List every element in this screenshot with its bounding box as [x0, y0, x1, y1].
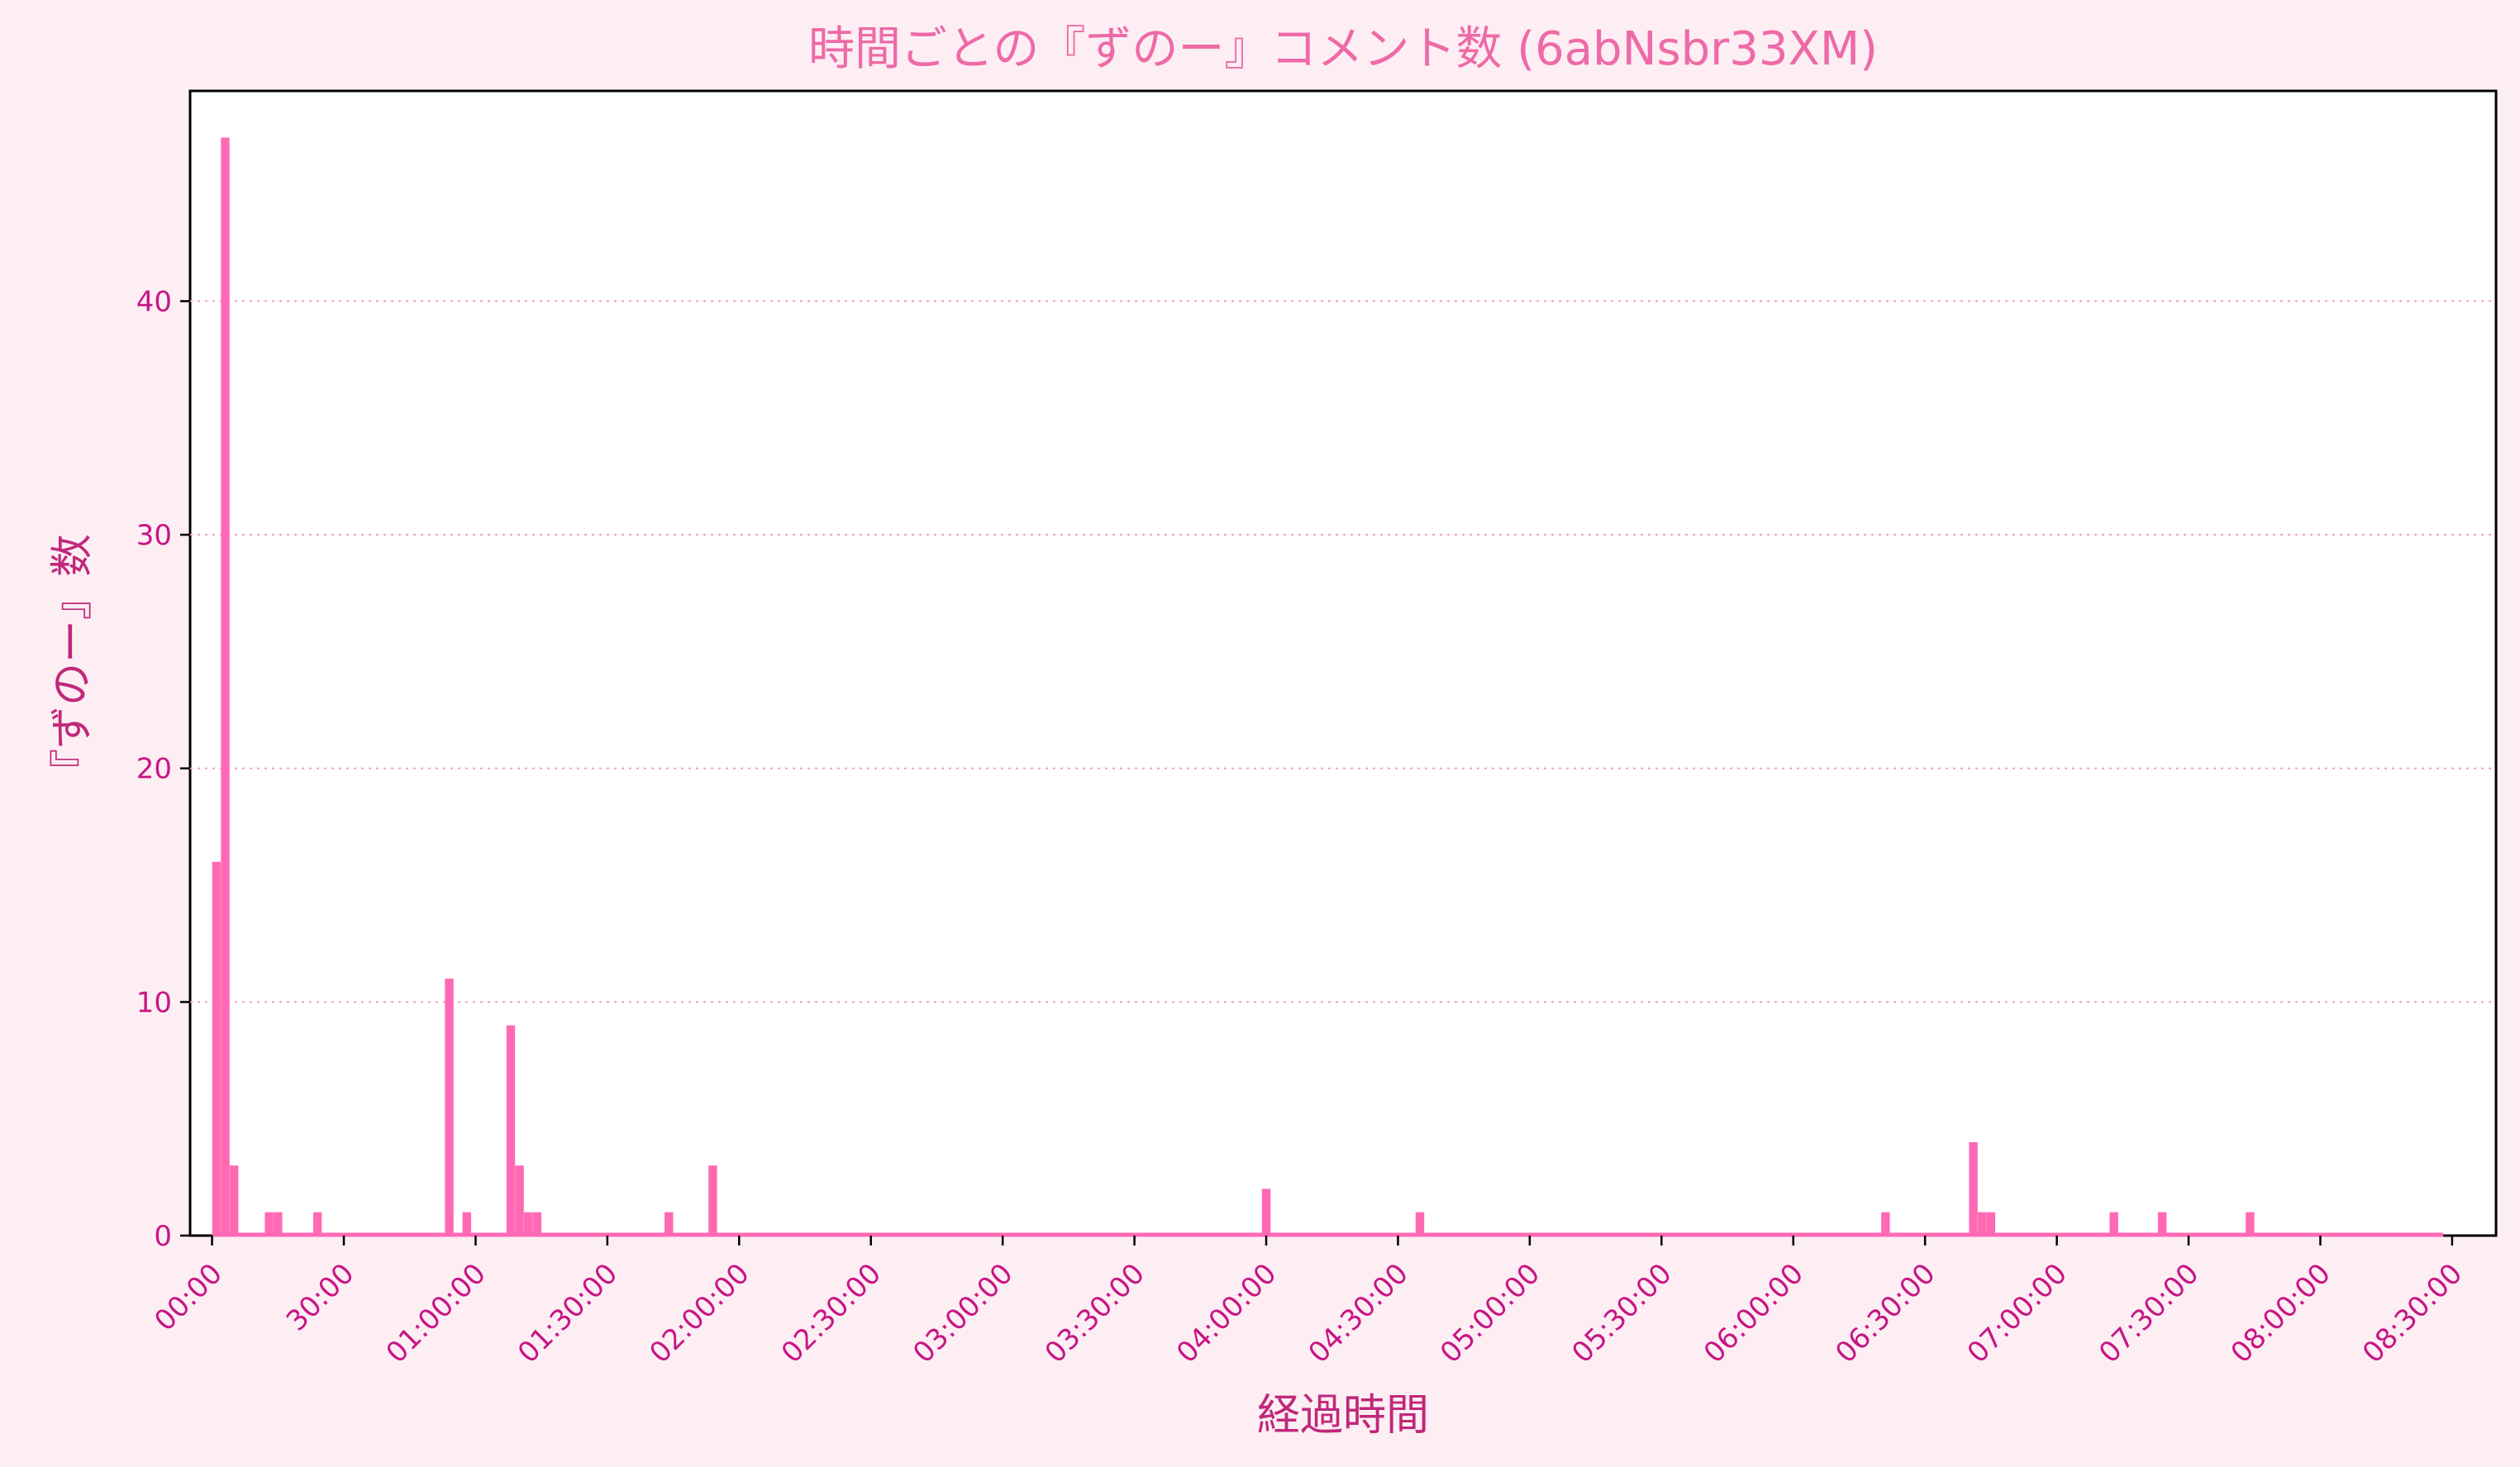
y-axis-ticks: 0 10 20 30 40: [136, 285, 190, 1253]
x-tick-label: 04:30:00: [1303, 1257, 1415, 1369]
y-tick-label: 0: [154, 1220, 172, 1253]
bar-74: [532, 1212, 542, 1236]
y-tick-label: 10: [136, 986, 172, 1019]
plot-area: [188, 89, 2498, 1237]
bar-403: [1978, 1212, 1987, 1236]
bar-24: [312, 1212, 322, 1236]
x-tick-label: 05:00:00: [1434, 1257, 1546, 1369]
x-tick-label: 02:00:00: [643, 1257, 755, 1369]
x-tick-label: 03:00:00: [907, 1257, 1019, 1369]
x-tick-label: 04:00:00: [1170, 1257, 1283, 1369]
bar-240: [1261, 1188, 1271, 1236]
gridlines: [190, 300, 2496, 1003]
x-tick-label: 08:30:00: [2356, 1257, 2469, 1369]
x-axis-label: 経過時間: [1257, 1391, 1429, 1441]
bar-401: [1969, 1141, 1978, 1236]
bar-444: [2157, 1212, 2167, 1236]
bar-104: [665, 1212, 674, 1236]
bar-275: [1415, 1212, 1425, 1236]
bar-1: [212, 861, 222, 1236]
bar-68: [506, 1025, 516, 1236]
x-tick-label: 02:30:00: [775, 1257, 888, 1369]
x-tick-label: 03:30:00: [1039, 1257, 1151, 1369]
y-tick-label: 40: [136, 285, 172, 318]
bar-58: [462, 1212, 472, 1236]
x-tick-label: 07:00:00: [1961, 1257, 2074, 1369]
x-tick-label: 08:00:00: [2225, 1257, 2337, 1369]
bar-433: [2109, 1212, 2118, 1236]
x-tick-label: 06:00:00: [1698, 1257, 1810, 1369]
bar-70: [515, 1165, 524, 1236]
bar-405: [1986, 1212, 1996, 1236]
bar-72: [523, 1212, 533, 1236]
x-tick-label: 07:30:00: [2093, 1257, 2205, 1369]
y-tick-label: 20: [136, 753, 172, 786]
y-tick-label: 30: [136, 519, 172, 552]
chart-title: 時間ごとの『ずのー』コメント数 (6abNsbr33XM): [808, 22, 1878, 76]
y-axis-label: 『ずのー』数: [48, 534, 98, 792]
bar-3: [221, 137, 230, 1236]
bar-114: [708, 1165, 717, 1236]
bar-464: [2246, 1212, 2255, 1236]
x-axis-ticks: 00:00 30:00 01:00:00 01:30:00 02:00:00 02:30:…: [148, 1236, 2469, 1369]
bar-5: [229, 1165, 239, 1236]
x-tick-label: 30:00: [280, 1257, 361, 1338]
x-tick-label: 01:30:00: [512, 1257, 624, 1369]
x-tick-label: 06:30:00: [1829, 1257, 1941, 1369]
x-tick-label: 00:00: [148, 1257, 229, 1338]
bars: [212, 137, 2444, 1237]
bar-13: [264, 1212, 274, 1236]
x-tick-label: 01:00:00: [380, 1257, 493, 1369]
x-tick-label: 05:30:00: [1565, 1257, 1678, 1369]
bar-54: [445, 979, 454, 1236]
bar-381: [1881, 1212, 1890, 1236]
bar-15: [274, 1212, 283, 1236]
